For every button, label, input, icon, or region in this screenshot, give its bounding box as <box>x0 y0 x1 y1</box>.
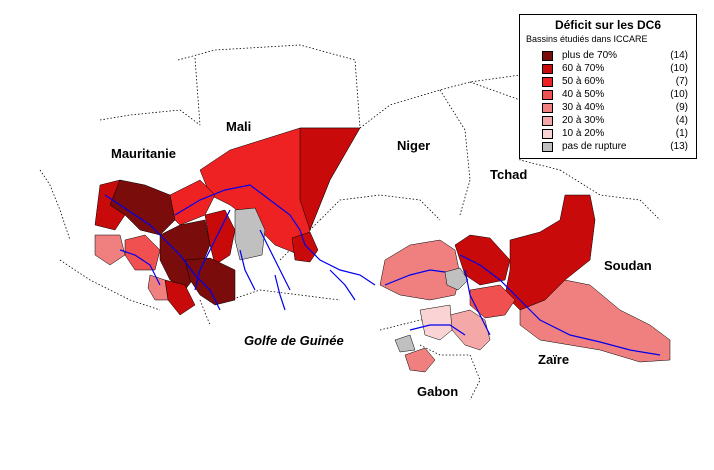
label-gabon: Gabon <box>417 384 459 399</box>
legend-swatch <box>542 116 553 126</box>
legend-count: (10) <box>670 89 688 100</box>
label-mali: Mali <box>226 119 252 134</box>
basin-zaire-1 <box>519 279 671 363</box>
basin-mali-northeast <box>299 127 361 231</box>
legend-subtitle: Bassins étudiés dans ICCARE <box>526 34 648 44</box>
legend-label: 50 à 60% <box>562 76 605 87</box>
legend-count: (7) <box>675 76 688 87</box>
basin-west-3 <box>204 209 236 266</box>
legend-item: 40 à 50% (10) <box>542 89 692 101</box>
basin-west-8 <box>147 274 169 301</box>
legend-label: 20 à 30% <box>562 115 605 126</box>
legend-count: (9) <box>675 102 688 113</box>
legend-count: (13) <box>670 141 688 152</box>
basin-mauritania-1 <box>109 179 176 236</box>
basins-central <box>379 194 671 373</box>
label-zaire: Zaïre <box>538 352 570 367</box>
legend: Déficit sur les DC6 Bassins étudiés dans… <box>519 14 697 159</box>
basins-west <box>94 127 361 316</box>
basin-sudan-2 <box>469 284 516 319</box>
basin-west-4 <box>124 234 161 271</box>
basin-gabon-2 <box>394 334 416 353</box>
basin-chad-1 <box>454 234 511 286</box>
legend-item: plus de 70% (14) <box>542 50 692 62</box>
basin-niger-east <box>291 231 319 263</box>
basin-grey-2 <box>444 267 469 291</box>
legend-label: 40 à 50% <box>562 89 605 100</box>
legend-item: 10 à 20% (1) <box>542 128 692 140</box>
legend-label: 10 à 20% <box>562 128 605 139</box>
legend-label: 30 à 40% <box>562 102 605 113</box>
legend-swatch <box>542 142 553 152</box>
basin-central-1 <box>449 309 491 351</box>
legend-swatch <box>542 77 553 87</box>
legend-swatch <box>542 129 553 139</box>
legend-title: Déficit sur les DC6 <box>554 18 662 32</box>
basin-grey-1 <box>234 207 266 261</box>
label-soudan: Soudan <box>604 258 652 273</box>
legend-item: 60 à 70% (10) <box>542 63 692 75</box>
legend-count: (1) <box>675 128 688 139</box>
legend-label: 60 à 70% <box>562 63 605 74</box>
rivers <box>104 184 661 356</box>
legend-swatch <box>542 103 553 113</box>
legend-count: (4) <box>675 115 688 126</box>
legend-item: 50 à 60% (7) <box>542 76 692 88</box>
legend-label: plus de 70% <box>562 50 618 61</box>
basin-chad-2 <box>379 239 461 301</box>
basin-west-5 <box>94 234 126 266</box>
label-tchad: Tchad <box>490 167 528 182</box>
country-borders <box>39 44 661 401</box>
legend-swatch <box>542 64 553 74</box>
legend-item: 30 à 40% (9) <box>542 102 692 114</box>
legend-count: (10) <box>670 63 688 74</box>
label-niger: Niger <box>397 138 431 153</box>
basin-west-7 <box>164 279 196 316</box>
legend-swatch <box>542 90 553 100</box>
basin-gabon-1 <box>404 347 436 373</box>
legend-count: (14) <box>670 50 688 61</box>
legend-swatch <box>542 51 553 61</box>
legend-label: pas de rupture <box>562 141 627 152</box>
legend-item: 20 à 30% (4) <box>542 115 692 127</box>
basin-central-2 <box>419 304 453 341</box>
basin-mauritania-2 <box>94 179 126 231</box>
label-golfe-de-guinee: Golfe de Guinée <box>244 333 344 348</box>
label-mauritanie: Mauritanie <box>111 146 177 161</box>
basin-west-6 <box>184 257 236 306</box>
legend-item: pas de rupture (13) <box>542 141 692 153</box>
